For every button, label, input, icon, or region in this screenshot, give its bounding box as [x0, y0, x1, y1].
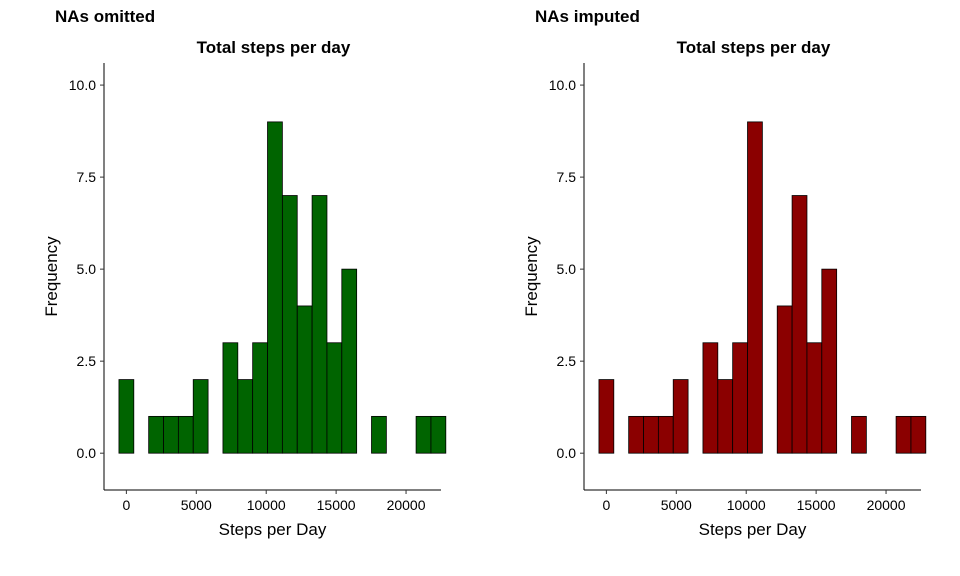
histogram-bar [851, 415, 867, 454]
chart-panel-omitted: NAs omitted Total steps per day 0.0 2.5 5.0… [42, 7, 447, 539]
y-tick-label: 5.0 [557, 261, 577, 277]
histogram-bar [672, 379, 689, 454]
histogram-bar [296, 305, 313, 454]
histogram-bar [732, 342, 748, 454]
x-tick-label: 5000 [181, 497, 212, 513]
x-tick-label: 20000 [387, 497, 426, 513]
x-axis-label: Steps per Day [699, 520, 807, 539]
histogram-bar [267, 121, 283, 454]
histogram-bar [311, 195, 328, 454]
histogram-bar [628, 415, 644, 454]
y-tick-label: 2.5 [557, 353, 577, 369]
histogram-bar [341, 268, 358, 454]
y-tick-label: 10.0 [549, 77, 576, 93]
y-axis-label: Frequency [42, 236, 61, 317]
x-tick-label: 15000 [317, 497, 356, 513]
panel-label: NAs imputed [535, 7, 640, 26]
x-tick-label: 20000 [867, 497, 906, 513]
histogram-bar [717, 379, 734, 454]
histogram-bar [702, 342, 719, 454]
y-tick-label: 0.0 [77, 445, 97, 461]
histogram-bar [148, 415, 164, 454]
histogram-bar [776, 305, 793, 454]
histogram-bar [598, 379, 615, 454]
y-tick-label: 2.5 [77, 353, 97, 369]
histogram-bar [643, 415, 659, 454]
x-tick-label: 0 [602, 497, 610, 513]
y-tick-label: 5.0 [77, 261, 97, 277]
x-tick-label: 5000 [661, 497, 692, 513]
y-tick-label: 10.0 [69, 77, 96, 93]
histogram-bar [118, 379, 135, 454]
histogram-bar [910, 415, 927, 454]
histogram-bar [821, 268, 838, 454]
chart-panel-imputed: NAs imputed Total steps per day 0.0 2.5 5.0… [480, 0, 960, 576]
histogram-bar [237, 379, 254, 454]
x-tick-label: 10000 [247, 497, 286, 513]
histogram-bar [222, 342, 239, 454]
histogram-bar [895, 415, 912, 454]
histogram-bar [806, 342, 823, 454]
histogram-bar [791, 195, 808, 454]
histogram-bar [371, 415, 387, 454]
histogram-bar [657, 415, 674, 454]
chart-title: Total steps per day [197, 38, 351, 57]
y-axis-label: Frequency [522, 236, 541, 317]
histogram-bar [163, 415, 179, 454]
panel-label: NAs omitted [55, 7, 156, 26]
histogram-bar [177, 415, 194, 454]
histogram-bar [281, 195, 298, 454]
y-tick-label: 7.5 [557, 169, 577, 185]
x-axis-label: Steps per Day [219, 520, 327, 539]
y-tick-label: 0.0 [557, 445, 577, 461]
x-tick-label: 10000 [727, 497, 766, 513]
histogram-bar [415, 415, 432, 454]
y-tick-label: 7.5 [77, 169, 97, 185]
histogram-bar [430, 415, 447, 454]
histogram-imputed: Total steps per day 0.0 2.5 5.0 7.5 10.0 0 5000… [522, 38, 927, 539]
histogram-bar [326, 342, 343, 454]
histogram-bar [747, 121, 763, 454]
chart-title: Total steps per day [677, 38, 831, 57]
x-tick-label: 0 [122, 497, 130, 513]
x-tick-label: 15000 [797, 497, 836, 513]
histogram-bar [192, 379, 209, 454]
histogram-bar [252, 342, 268, 454]
histogram-omitted: Total steps per day 0.0 2.5 5.0 7.5 10.0 0 5000… [42, 38, 447, 539]
